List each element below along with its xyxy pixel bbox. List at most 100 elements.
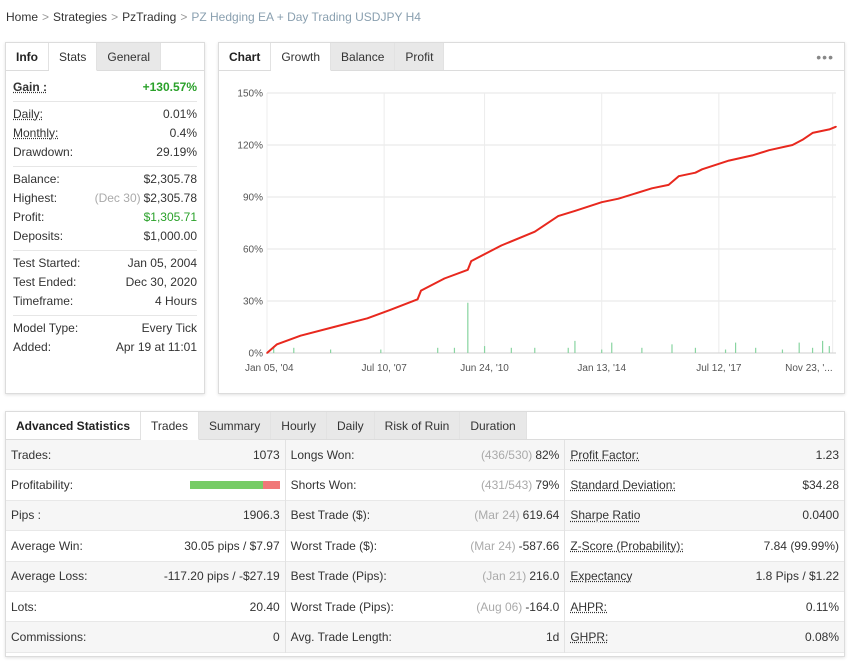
stats-label: Pips :	[11, 508, 42, 523]
breadcrumb-separator: >	[180, 10, 188, 24]
stats-label: Shorts Won:	[290, 478, 357, 493]
gain-label[interactable]: Gain :	[13, 79, 48, 94]
stats-label[interactable]: AHPR:	[570, 599, 608, 614]
growth-point	[728, 159, 730, 162]
model-type-value: Every Tick	[141, 320, 197, 335]
stats-row-standard-deviation: Standard Deviation: $34.28	[565, 470, 845, 501]
stats-label[interactable]: Z-Score (Probability):	[570, 538, 684, 553]
stats-label[interactable]: Profit Factor:	[570, 447, 640, 462]
y-tick-label: 150%	[237, 89, 263, 100]
growth-point	[768, 149, 770, 151]
stats-note: (Aug 06)	[476, 599, 523, 614]
stats-value: 1.23	[815, 447, 840, 462]
drawdown-row: Drawdown: 29.19%	[13, 142, 197, 161]
stats-value-wrap: 0.11%	[806, 600, 839, 614]
added-row: Added: Apr 19 at 11:01	[13, 337, 197, 356]
y-tick-label: 60%	[243, 245, 263, 256]
stats-column-trades: Trades: 1073 Profitability: Pips : 1906.3 Ave…	[6, 440, 286, 653]
stats-value: 0	[272, 630, 280, 645]
test-started-label: Test Started:	[13, 255, 81, 270]
stats-value-wrap: 1906.3	[243, 508, 280, 522]
tab-risk-of-ruin[interactable]: Risk of Ruin	[374, 412, 461, 439]
stats-label[interactable]: Sharpe Ratio	[570, 508, 641, 523]
stats-value-wrap: (Aug 06) -164.0	[476, 600, 559, 614]
stats-label[interactable]: Standard Deviation:	[570, 478, 676, 493]
daily-label[interactable]: Daily:	[13, 106, 44, 121]
balance-value: $2,305.78	[143, 171, 197, 186]
stats-row-pips: Pips : 1906.3	[6, 500, 285, 532]
x-tick-label: Jul 12, '17	[696, 363, 742, 374]
stats-label: Lots:	[11, 599, 38, 614]
monthly-value: 0.4%	[169, 125, 197, 140]
stats-value: 20.40	[249, 599, 280, 614]
tab-duration[interactable]: Duration	[460, 412, 527, 439]
breadcrumb-home[interactable]: Home	[6, 10, 39, 24]
balance-label: Balance:	[13, 171, 60, 186]
growth-point	[651, 187, 653, 190]
growth-line	[266, 125, 837, 354]
stats-value: -164.0	[525, 599, 560, 614]
info-panel: Info Stats General Gain : +130.57% Daily…	[5, 42, 205, 394]
daily-value: 0.01%	[162, 106, 197, 121]
stats-label: Worst Trade ($):	[290, 538, 378, 553]
deposits-label: Deposits:	[13, 228, 64, 243]
x-tick-label: Jun 24, '10	[460, 363, 509, 374]
tab-growth[interactable]: Growth	[271, 43, 332, 71]
monthly-row: Monthly: 0.4%	[13, 123, 197, 142]
stats-value: 79%	[535, 478, 560, 493]
balance-row: Balance: $2,305.78	[13, 169, 197, 188]
stats-label[interactable]: GHPR:	[570, 630, 609, 645]
growth-point	[299, 334, 302, 337]
stats-column-ratios: Profit Factor: 1.23 Standard Deviation: $34…	[565, 440, 845, 653]
breadcrumb-separator: >	[42, 10, 50, 24]
deposits-value: $1,000.00	[143, 228, 197, 243]
tab-trades[interactable]: Trades	[141, 412, 199, 440]
tab-daily[interactable]: Daily	[326, 412, 375, 439]
tab-balance[interactable]: Balance	[331, 43, 396, 70]
highest-date: (Dec 30)	[94, 190, 141, 205]
profit-value: $1,305.71	[143, 209, 197, 224]
stats-row-lots: Lots: 20.40	[6, 591, 285, 623]
stats-value-wrap: 0.08%	[805, 630, 839, 644]
stats-value: 0.11%	[805, 599, 840, 614]
stats-label: Best Trade ($):	[290, 508, 371, 523]
stats-value-wrap: 30.05 pips / $7.97	[184, 539, 279, 553]
growth-point	[533, 230, 536, 233]
test-started-value: Jan 05, 2004	[127, 255, 197, 270]
stats-label: Profitability:	[11, 478, 74, 493]
stats-label: Avg. Trade Length:	[290, 630, 392, 645]
growth-point	[443, 277, 446, 280]
added-label: Added:	[13, 339, 52, 354]
highest-value: $2,305.78	[143, 190, 197, 205]
stats-row-best-trade: Best Trade ($): (Mar 24) 619.64	[285, 500, 565, 532]
tab-stats[interactable]: Stats	[49, 43, 98, 71]
stats-tabs: Advanced Statistics Trades Summary Hourl…	[6, 412, 844, 440]
chart-tabs: Chart Growth Balance Profit	[219, 43, 844, 71]
tab-summary[interactable]: Summary	[198, 412, 272, 439]
y-tick-label: 30%	[243, 297, 263, 308]
stats-column-trade-results: Longs Won: (436/530) 82% Shorts Won: (431/54…	[285, 440, 566, 653]
stats-label: Best Trade (Pips):	[290, 569, 387, 584]
stats-value-wrap: (431/543) 79%	[481, 478, 559, 492]
breadcrumb-pztrading[interactable]: PzTrading	[122, 10, 177, 24]
growth-point	[600, 201, 603, 203]
stats-value: 1906.3	[242, 508, 280, 523]
breadcrumb-strategies[interactable]: Strategies	[53, 10, 108, 24]
tab-advanced-statistics: Advanced Statistics	[6, 412, 142, 439]
tab-general[interactable]: General	[97, 43, 162, 70]
stats-row-sharpe-ratio: Sharpe Ratio 0.0400	[565, 500, 845, 532]
stats-value: 1073	[252, 447, 280, 462]
stats-panel: Advanced Statistics Trades Summary Hourl…	[5, 411, 845, 657]
stats-value-wrap: (Jan 21) 216.0	[482, 569, 559, 583]
stats-row-worst-trade: Worst Trade ($): (Mar 24) -587.66	[285, 531, 565, 562]
monthly-label[interactable]: Monthly:	[13, 125, 59, 140]
tab-hourly[interactable]: Hourly	[271, 412, 327, 439]
stats-value-wrap: 1073	[253, 448, 280, 462]
stats-value-wrap: 0	[273, 630, 280, 644]
stats-value-wrap: 7.84 (99.99%)	[764, 539, 839, 553]
stats-value: -587.66	[518, 538, 560, 553]
more-dots-icon[interactable]: •••	[816, 49, 834, 65]
tab-profit[interactable]: Profit	[395, 43, 445, 70]
stats-label[interactable]: Expectancy	[570, 569, 633, 584]
stats-value-wrap: 1.23	[816, 448, 839, 462]
